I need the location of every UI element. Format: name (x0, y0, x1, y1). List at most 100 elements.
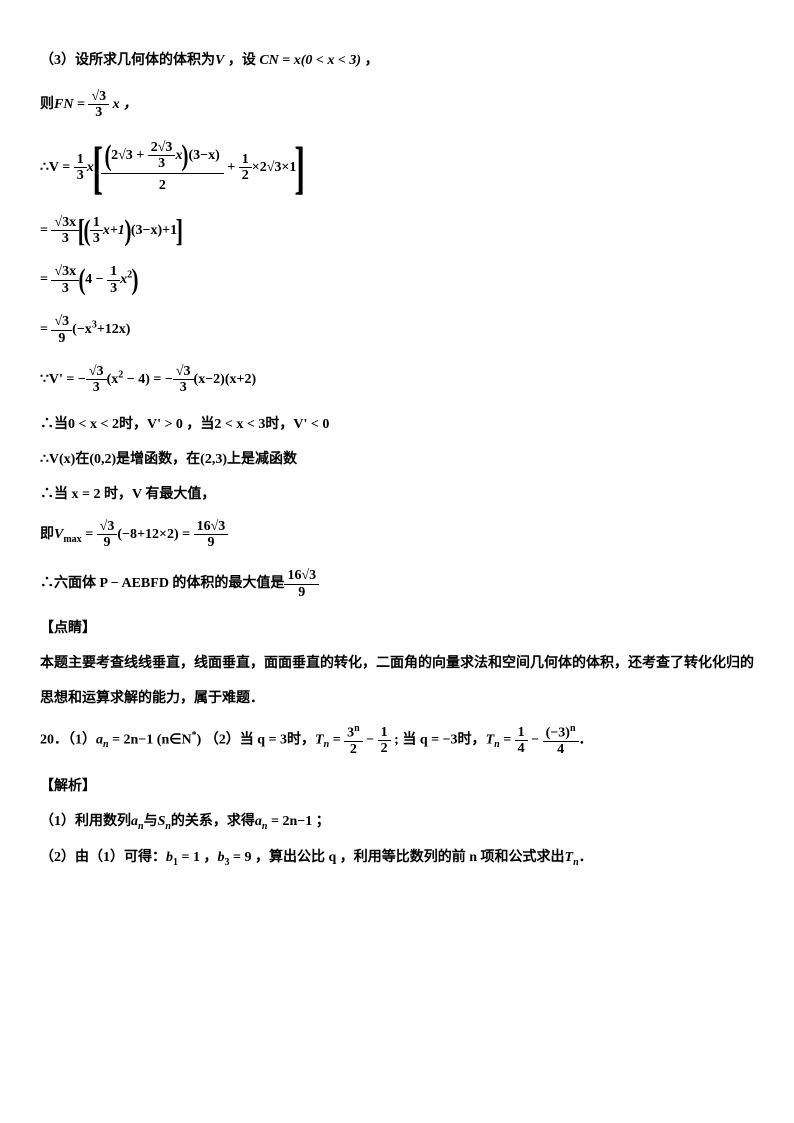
expr: = 1 ， (178, 850, 217, 865)
frac-3n-2: 3n2 (344, 723, 363, 757)
expr: (−x (72, 322, 92, 337)
expr: (x−2)(x+2) (194, 372, 257, 387)
eq: = (329, 733, 344, 748)
line-8: ∴当0 < x < 2时，V' > 0 ，当2 < x < 3时，V' < 0 (40, 414, 754, 435)
text: （2）由（1）可得： (40, 850, 166, 865)
expr: (−8+12×2) = (117, 527, 193, 542)
line-3: ∴V = 13x[(2√3 + 2√33x)(3−x)2 + 12×2√3×1] (40, 139, 754, 197)
big-frac: (2√3 + 2√33x)(3−x)2 (101, 139, 224, 197)
var-a: a (96, 733, 103, 748)
text: 的关系，求得 (171, 814, 255, 829)
var-a: a (255, 814, 262, 829)
paren-icon: ) (124, 218, 131, 244)
paren-icon: ( (83, 218, 90, 244)
text: ∵V' = − (40, 372, 86, 387)
text: x ， (109, 97, 137, 112)
var-T: T (486, 733, 495, 748)
text: ∴六面体 P − AEBFD 的体积的最大值是 (40, 577, 284, 592)
line-13: 【点睛】 (40, 618, 754, 639)
math-solution-page: （3）设所求几何体的体积为V ，设 CN = x(0 < x < 3) ， 则F… (0, 0, 794, 924)
text: ． (579, 850, 593, 865)
bracket-icon: ] (295, 142, 306, 194)
text: ∴V(x)在(0,2)是增函数，在(2,3)上是减函数 (40, 452, 297, 467)
var-T: T (315, 733, 324, 748)
minus: − (363, 733, 378, 748)
frac-1-2-b: 12 (378, 725, 391, 757)
text: ; 当 q = −3时， (391, 733, 486, 748)
frac-1-3: 13 (74, 152, 87, 184)
expr: − 4) = − (123, 372, 173, 387)
text: ) （2）当 q = 3时， (197, 733, 315, 748)
text: ， (365, 53, 379, 68)
var-T: T (565, 850, 574, 865)
eq: CN = x(0 < x < 3) (256, 53, 365, 68)
text: （3）设所求几何体的体积为 (40, 53, 215, 68)
line-15: 思想和运算求解的能力，属于难题． (40, 688, 754, 709)
frac-m3n-4: (−3)n4 (543, 723, 579, 757)
expr: (3−x)+1 (131, 223, 177, 238)
frac-1-3-b: 13 (90, 215, 103, 247)
frac-16sqrt3-9-b: 16√39 (284, 568, 319, 600)
line-6: = √39(−x3+12x) (40, 314, 754, 346)
heading: 【解析】 (40, 779, 96, 794)
text: ∴V = (40, 160, 74, 175)
eq: = (40, 223, 51, 238)
var-V: V (215, 53, 224, 68)
frac-1-3-c: 13 (107, 264, 120, 296)
text: 即 (40, 527, 54, 542)
line-18: （1）利用数列an与Sn的关系，求得an = 2n−1 ； (40, 811, 754, 834)
line-4: = √3x3[(13x+1)(3−x)+1] (40, 215, 754, 247)
text: 4 − (85, 272, 107, 287)
line-12: ∴六面体 P − AEBFD 的体积的最大值是16√39 (40, 568, 754, 600)
expr: +12x) (97, 322, 131, 337)
text: ∴当 x = 2 时，V 有最大值， (40, 487, 215, 502)
var-FN: FN = (54, 97, 88, 112)
bracket-icon: [ (92, 142, 103, 194)
sub-max: max (63, 534, 81, 545)
frac-sqrt3-9: √39 (51, 314, 72, 346)
var-V: V (54, 527, 63, 542)
text: 思想和运算求解的能力，属于难题． (40, 691, 264, 706)
expr: = 2n−1 ； (267, 814, 329, 829)
expr: (x (107, 372, 119, 387)
frac-16sqrt3-9: 16√39 (194, 519, 229, 551)
frac-1-2: 12 (239, 152, 252, 184)
text: 本题主要考查线线垂直，线面垂直，面面垂直的转化，二面角的向量求法和空间几何体的体… (40, 656, 754, 671)
expr: = 9 ，算出公比 q ，利用等比数列的前 n 项和公式求出 (229, 850, 564, 865)
plus: + (224, 160, 239, 175)
text: （1）利用数列 (40, 814, 131, 829)
var-b: b (166, 850, 173, 865)
line-11: 即Vmax = √39(−8+12×2) = 16√39 (40, 519, 754, 551)
eq: = (500, 733, 515, 748)
expr: = 2n−1 (n∈N (109, 733, 192, 748)
text: 20．（1） (40, 733, 96, 748)
line-1: （3）设所求几何体的体积为V ，设 CN = x(0 < x < 3) ， (40, 50, 754, 71)
text: 则 (40, 97, 54, 112)
bracket-icon: ] (176, 217, 183, 244)
eq: = (40, 322, 51, 337)
heading: 【点睛】 (40, 621, 96, 636)
frac-sqrt3x-3-b: √3x3 (51, 264, 79, 296)
frac-sqrt3-3: √33 (88, 89, 109, 121)
eq: = (40, 272, 51, 287)
text: ，设 (224, 53, 256, 68)
var-a: a (131, 814, 138, 829)
line-7: ∵V' = −√33(x2 − 4) = −√33(x−2)(x+2) (40, 364, 754, 396)
frac-sqrt3-3-b: √33 (86, 364, 107, 396)
text: ∴当0 < x < 2时，V' > 0 ，当2 < x < 3时，V' < 0 (40, 417, 329, 432)
line-19: （2）由（1）可得：b1 = 1 ，b3 = 9 ，算出公比 q ，利用等比数列… (40, 847, 754, 870)
tail: ×2√3×1 (252, 160, 297, 175)
line-10: ∴当 x = 2 时，V 有最大值， (40, 484, 754, 505)
text: 与 (144, 814, 158, 829)
line-5: = √3x3(4 − 13x2) (40, 264, 754, 296)
paren-icon: ( (79, 267, 86, 293)
frac-sqrt3-9-b: √39 (97, 519, 118, 551)
line-2: 则FN = √33 x ， (40, 89, 754, 121)
line-16: 20．（1）an = 2n−1 (n∈N*) （2）当 q = 3时，Tn = … (40, 723, 754, 757)
line-14: 本题主要考查线线垂直，线面垂直，面面垂直的转化，二面角的向量求法和空间几何体的体… (40, 653, 754, 674)
expr: x+1 (103, 223, 125, 238)
frac-sqrt3x-3: √3x3 (51, 215, 79, 247)
paren-icon: ) (132, 267, 139, 293)
text: ． (579, 733, 593, 748)
line-9: ∴V(x)在(0,2)是增函数，在(2,3)上是减函数 (40, 449, 754, 470)
